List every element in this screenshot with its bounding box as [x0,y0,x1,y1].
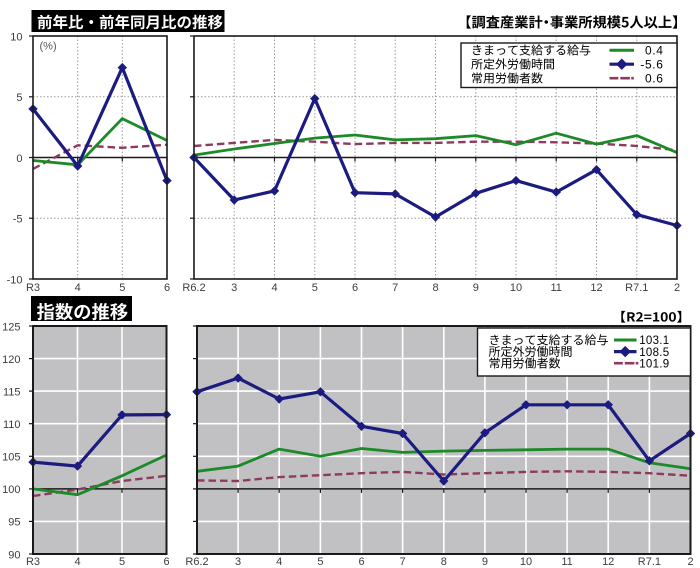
svg-text:100: 100 [2,484,20,496]
svg-text:R3: R3 [26,556,40,568]
svg-text:R7.1: R7.1 [625,282,648,294]
svg-text:9: 9 [482,556,488,568]
svg-text:5: 5 [119,282,125,294]
svg-text:5: 5 [317,556,323,568]
svg-text:7: 7 [400,556,406,568]
svg-text:3: 3 [235,556,241,568]
svg-text:6: 6 [358,556,364,568]
svg-text:2: 2 [674,282,680,294]
svg-text:6: 6 [352,282,358,294]
svg-text:12: 12 [590,282,602,294]
svg-text:(%): (%) [40,41,57,53]
svg-text:95: 95 [8,517,20,529]
svg-text:4: 4 [276,556,282,568]
svg-text:103.1: 103.1 [639,335,669,347]
svg-text:R6.2: R6.2 [182,282,205,294]
svg-text:R6.2: R6.2 [185,556,208,568]
svg-text:-5: -5 [13,214,23,226]
svg-text:0.6: 0.6 [645,71,663,85]
svg-text:R7.1: R7.1 [638,556,661,568]
svg-text:125: 125 [2,321,20,333]
svg-text:110: 110 [3,419,21,431]
svg-text:5: 5 [119,556,125,568]
svg-text:11: 11 [550,282,561,294]
svg-text:10: 10 [10,31,22,43]
svg-text:7: 7 [392,282,398,294]
svg-text:4: 4 [74,556,80,568]
svg-text:-5.6: -5.6 [640,57,663,71]
svg-text:-10: -10 [7,274,23,286]
svg-text:115: 115 [3,386,21,398]
svg-text:9: 9 [473,282,479,294]
svg-text:4: 4 [271,282,277,294]
svg-text:8: 8 [441,556,447,568]
svg-text:101.9: 101.9 [639,358,669,370]
svg-text:12: 12 [602,556,614,568]
svg-text:90: 90 [8,549,20,561]
svg-text:5: 5 [312,282,318,294]
svg-text:6: 6 [164,282,170,294]
svg-text:8: 8 [432,282,438,294]
svg-text:5: 5 [16,92,22,104]
svg-text:0.4: 0.4 [645,43,663,57]
svg-text:10: 10 [520,556,532,568]
svg-text:10: 10 [510,282,522,294]
svg-text:0: 0 [16,153,22,165]
svg-text:4: 4 [75,282,81,294]
svg-text:120: 120 [2,354,20,366]
svg-text:R3: R3 [26,282,40,294]
svg-text:11: 11 [561,556,572,568]
svg-text:108.5: 108.5 [639,347,669,359]
svg-text:6: 6 [163,556,169,568]
svg-text:105: 105 [2,452,20,464]
svg-text:2: 2 [687,556,693,568]
svg-text:3: 3 [231,282,237,294]
